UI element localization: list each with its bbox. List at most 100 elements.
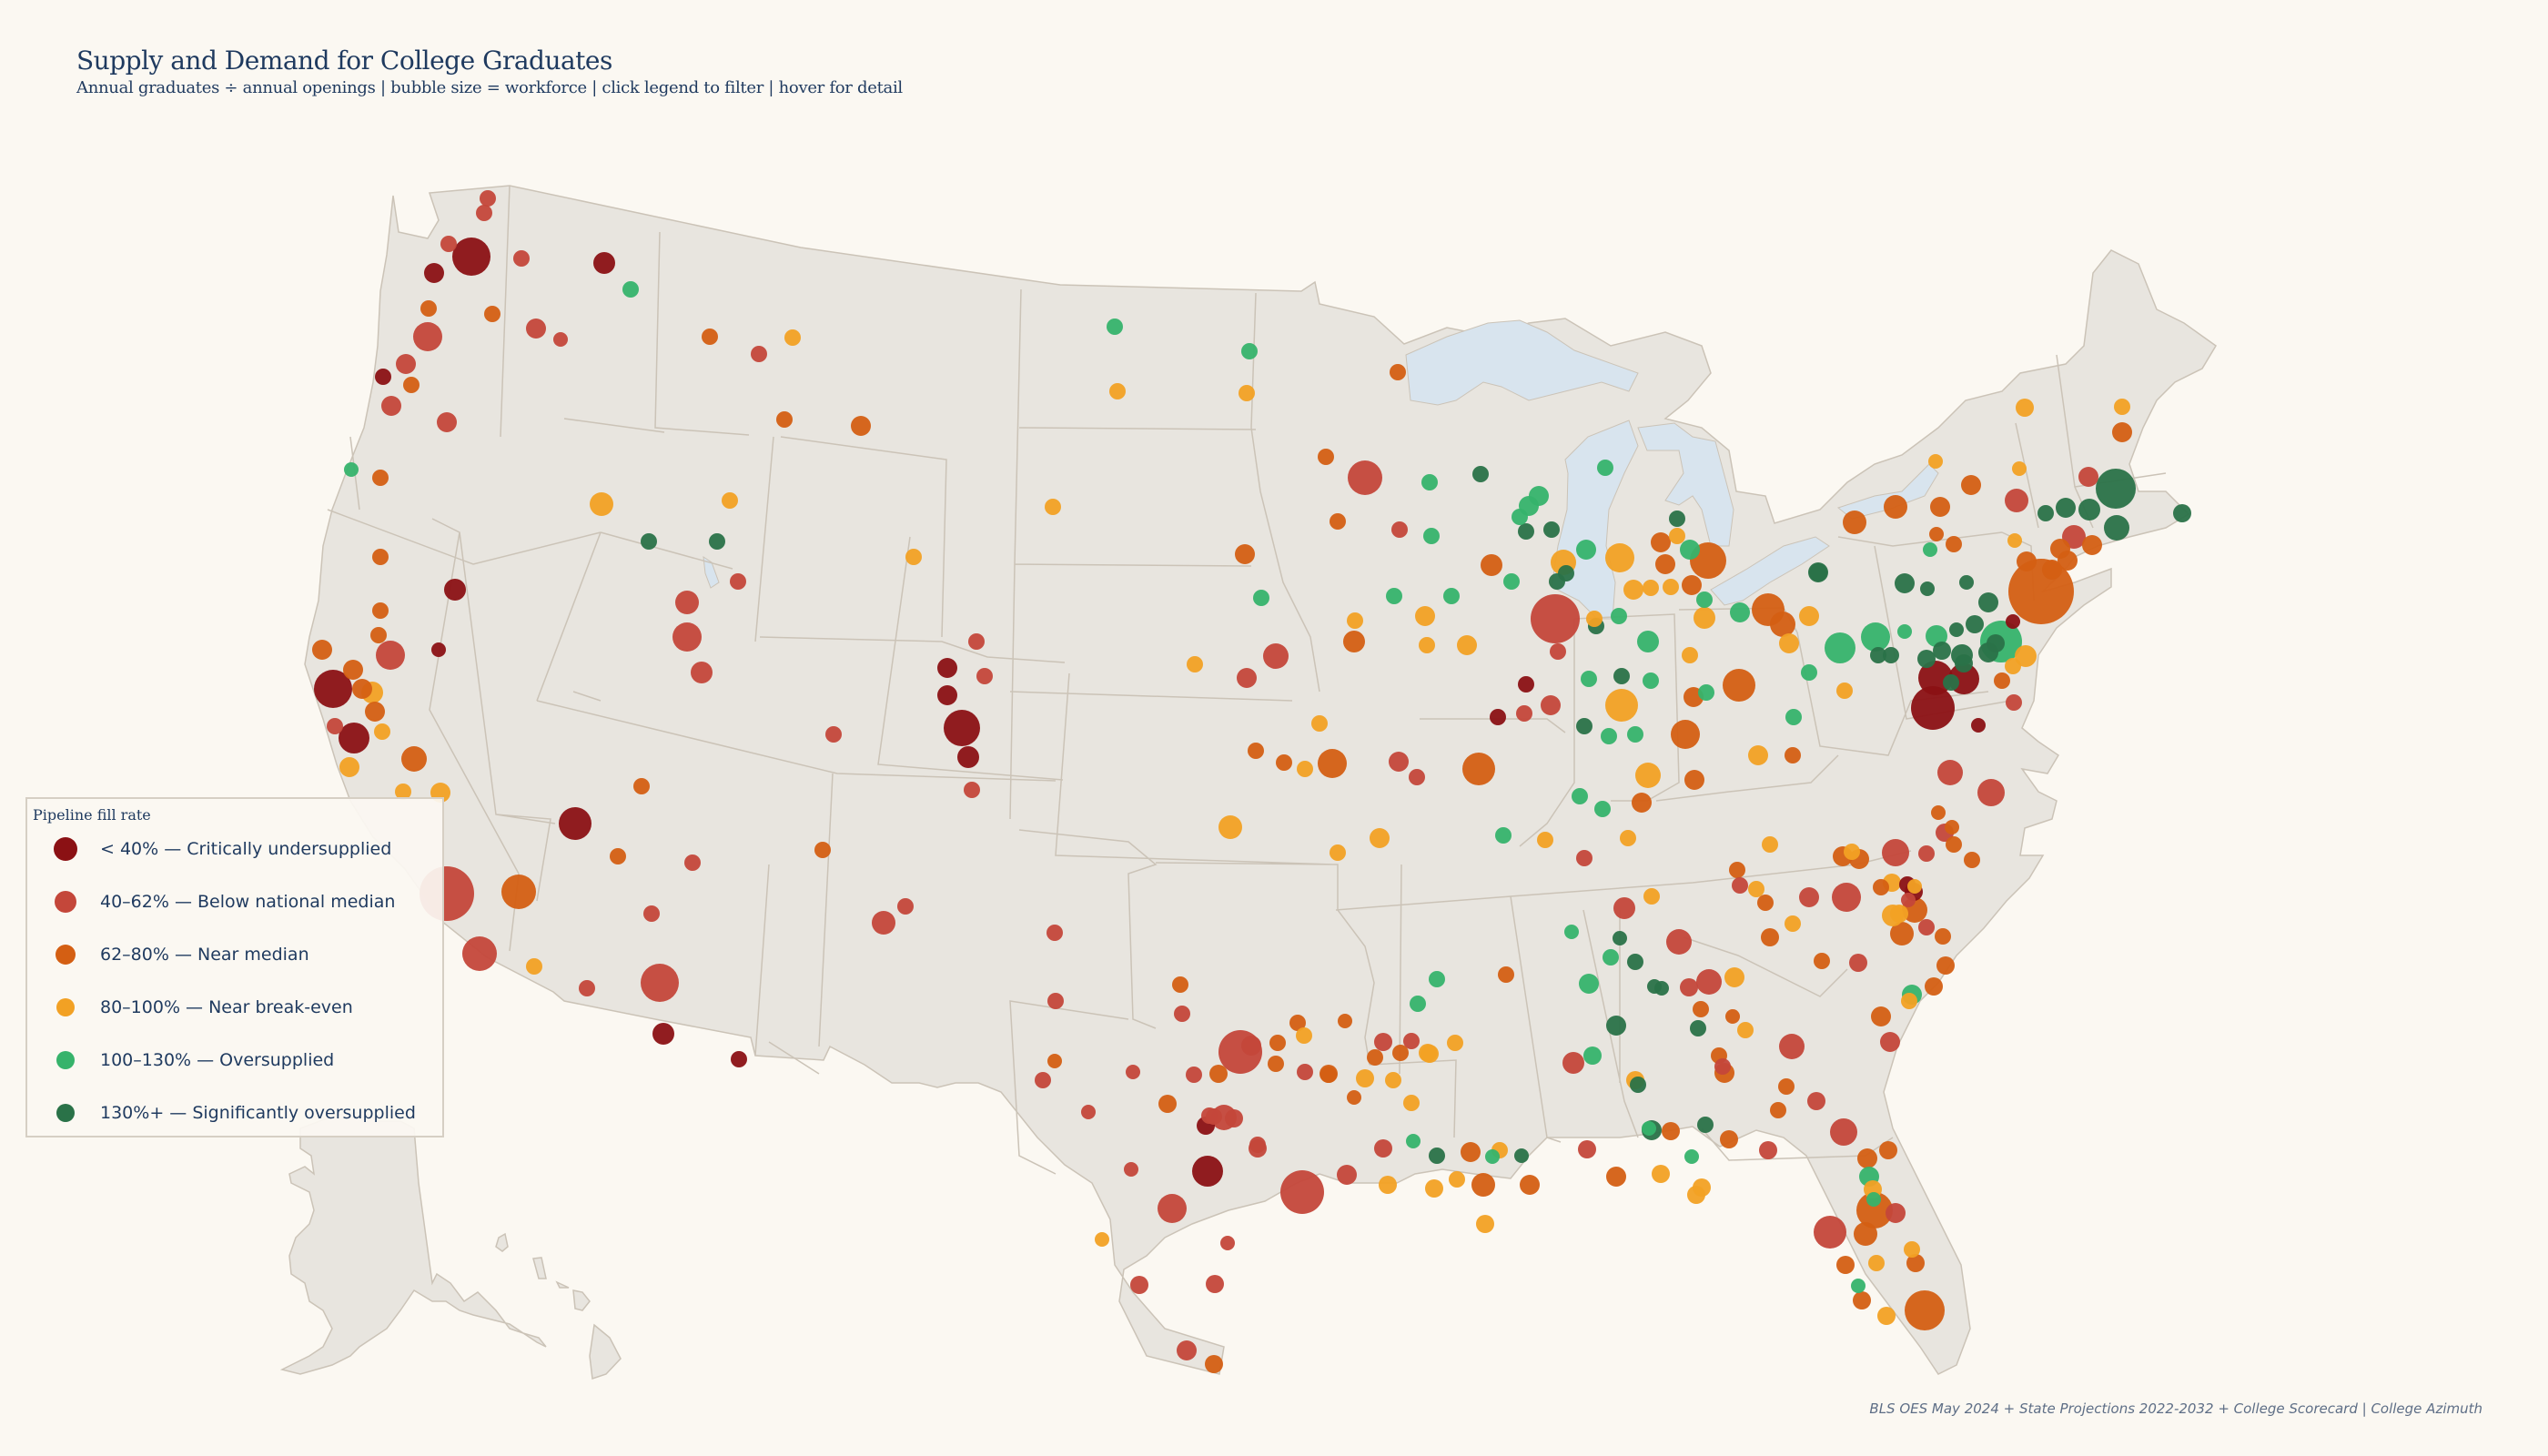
- bubble-marker[interactable]: [312, 640, 332, 660]
- bubble-marker[interactable]: [1630, 1077, 1646, 1093]
- bubble-marker[interactable]: [1192, 1156, 1223, 1187]
- bubble-marker[interactable]: [851, 416, 871, 436]
- bubble-marker[interactable]: [1225, 1109, 1243, 1127]
- bubble-marker[interactable]: [381, 396, 401, 416]
- bubble-marker[interactable]: [480, 190, 496, 207]
- bubble-marker[interactable]: [2037, 505, 2054, 521]
- bubble-marker[interactable]: [1933, 642, 1951, 660]
- bubble-marker[interactable]: [1682, 647, 1698, 663]
- bubble-marker[interactable]: [1723, 669, 1755, 702]
- bubble-marker[interactable]: [1611, 608, 1627, 624]
- bubble-marker[interactable]: [1403, 1033, 1420, 1049]
- bubble-marker[interactable]: [365, 702, 385, 722]
- bubble-marker[interactable]: [1386, 588, 1402, 604]
- bubble-marker[interactable]: [1289, 1015, 1306, 1031]
- bubble-marker[interactable]: [1693, 1001, 1709, 1017]
- bubble-marker[interactable]: [633, 778, 650, 794]
- bubble-marker[interactable]: [1392, 1045, 1409, 1061]
- bubble-marker[interactable]: [1693, 1178, 1711, 1197]
- bubble-marker[interactable]: [1186, 1067, 1202, 1083]
- bubble-marker[interactable]: [1206, 1275, 1224, 1293]
- bubble-marker[interactable]: [1929, 527, 1944, 541]
- bubble-marker[interactable]: [675, 591, 699, 614]
- bubble-marker[interactable]: [1971, 718, 1986, 733]
- bubble-marker[interactable]: [691, 662, 713, 683]
- bubble-marker[interactable]: [1457, 635, 1477, 655]
- bubble-marker[interactable]: [1537, 832, 1553, 848]
- bubble-marker[interactable]: [1911, 686, 1955, 730]
- bubble-marker[interactable]: [1627, 954, 1643, 970]
- bubble-marker[interactable]: [1124, 1162, 1138, 1177]
- bubble-marker[interactable]: [1836, 1256, 1855, 1274]
- bubble-marker[interactable]: [1698, 684, 1714, 701]
- bubble-marker[interactable]: [590, 492, 613, 516]
- bubble-marker[interactable]: [1268, 1056, 1284, 1072]
- bubble-marker[interactable]: [2078, 499, 2100, 521]
- bubble-marker[interactable]: [2042, 560, 2062, 580]
- bubble-marker[interactable]: [1481, 554, 1502, 576]
- bubble-marker[interactable]: [722, 492, 738, 509]
- bubble-marker[interactable]: [1409, 769, 1425, 785]
- bubble-marker[interactable]: [2005, 658, 2021, 674]
- bubble-marker[interactable]: [1663, 579, 1679, 595]
- bubble-marker[interactable]: [784, 329, 801, 346]
- bubble-marker[interactable]: [1762, 836, 1778, 853]
- bubble-marker[interactable]: [1748, 745, 1768, 765]
- bubble-marker[interactable]: [344, 462, 359, 477]
- bubble-marker[interactable]: [1572, 788, 1588, 804]
- bubble-marker[interactable]: [1107, 318, 1123, 335]
- bubble-marker[interactable]: [1652, 1165, 1670, 1183]
- bubble-marker[interactable]: [1421, 474, 1438, 490]
- bubble-marker[interactable]: [1337, 1165, 1357, 1185]
- bubble-marker[interactable]: [1873, 879, 1889, 895]
- bubble-marker[interactable]: [1576, 540, 1596, 560]
- bubble-marker[interactable]: [1696, 592, 1713, 608]
- bubble-marker[interactable]: [1597, 460, 1613, 476]
- bubble-marker[interactable]: [1814, 1216, 1846, 1249]
- bubble-marker[interactable]: [2114, 399, 2130, 415]
- bubble-marker[interactable]: [1586, 611, 1603, 627]
- bubble-marker[interactable]: [1807, 1092, 1825, 1110]
- legend-item-significantly-oversupplied[interactable]: 130%+ — Significantly oversupplied: [27, 1092, 442, 1134]
- bubble-marker[interactable]: [1905, 1290, 1945, 1330]
- bubble-marker[interactable]: [1531, 594, 1580, 643]
- bubble-marker[interactable]: [1730, 602, 1750, 622]
- bubble-marker[interactable]: [1421, 1045, 1439, 1063]
- bubble-marker[interactable]: [957, 746, 979, 768]
- bubble-marker[interactable]: [1843, 511, 1866, 534]
- bubble-marker[interactable]: [2017, 551, 2037, 571]
- bubble-marker[interactable]: [825, 726, 842, 743]
- bubble-marker[interactable]: [1403, 1095, 1420, 1111]
- bubble-marker[interactable]: [1851, 1279, 1866, 1293]
- bubble-marker[interactable]: [484, 306, 500, 322]
- bubble-marker[interactable]: [424, 263, 444, 283]
- bubble-marker[interactable]: [1158, 1194, 1187, 1223]
- bubble-marker[interactable]: [1694, 607, 1715, 629]
- bubble-marker[interactable]: [1613, 931, 1627, 945]
- bubble-marker[interactable]: [1936, 956, 1955, 975]
- bubble-marker[interactable]: [1472, 466, 1489, 482]
- bubble-marker[interactable]: [1476, 1215, 1494, 1233]
- bubble-marker[interactable]: [372, 602, 389, 619]
- bubble-marker[interactable]: [814, 842, 831, 858]
- bubble-marker[interactable]: [1576, 850, 1592, 866]
- bubble-marker[interactable]: [964, 782, 980, 798]
- bubble-marker[interactable]: [1172, 976, 1188, 993]
- bubble-marker[interactable]: [1880, 1032, 1900, 1052]
- bubble-marker[interactable]: [1205, 1355, 1223, 1373]
- bubble-marker[interactable]: [1471, 1173, 1495, 1197]
- bubble-marker[interactable]: [1770, 1102, 1786, 1118]
- bubble-marker[interactable]: [1870, 647, 1886, 663]
- bubble-marker[interactable]: [1613, 668, 1630, 684]
- bubble-marker[interactable]: [1825, 632, 1855, 663]
- bubble-marker[interactable]: [1937, 760, 1963, 785]
- bubble-marker[interactable]: [1583, 1046, 1602, 1065]
- bubble-marker[interactable]: [1868, 1255, 1885, 1271]
- bubble-marker[interactable]: [1419, 637, 1435, 653]
- bubble-marker[interactable]: [1490, 709, 1506, 725]
- bubble-marker[interactable]: [1725, 1009, 1740, 1024]
- bubble-marker[interactable]: [1347, 612, 1363, 629]
- bubble-marker[interactable]: [1220, 1236, 1235, 1250]
- bubble-marker[interactable]: [1814, 953, 1830, 969]
- bubble-marker[interactable]: [1949, 622, 1964, 637]
